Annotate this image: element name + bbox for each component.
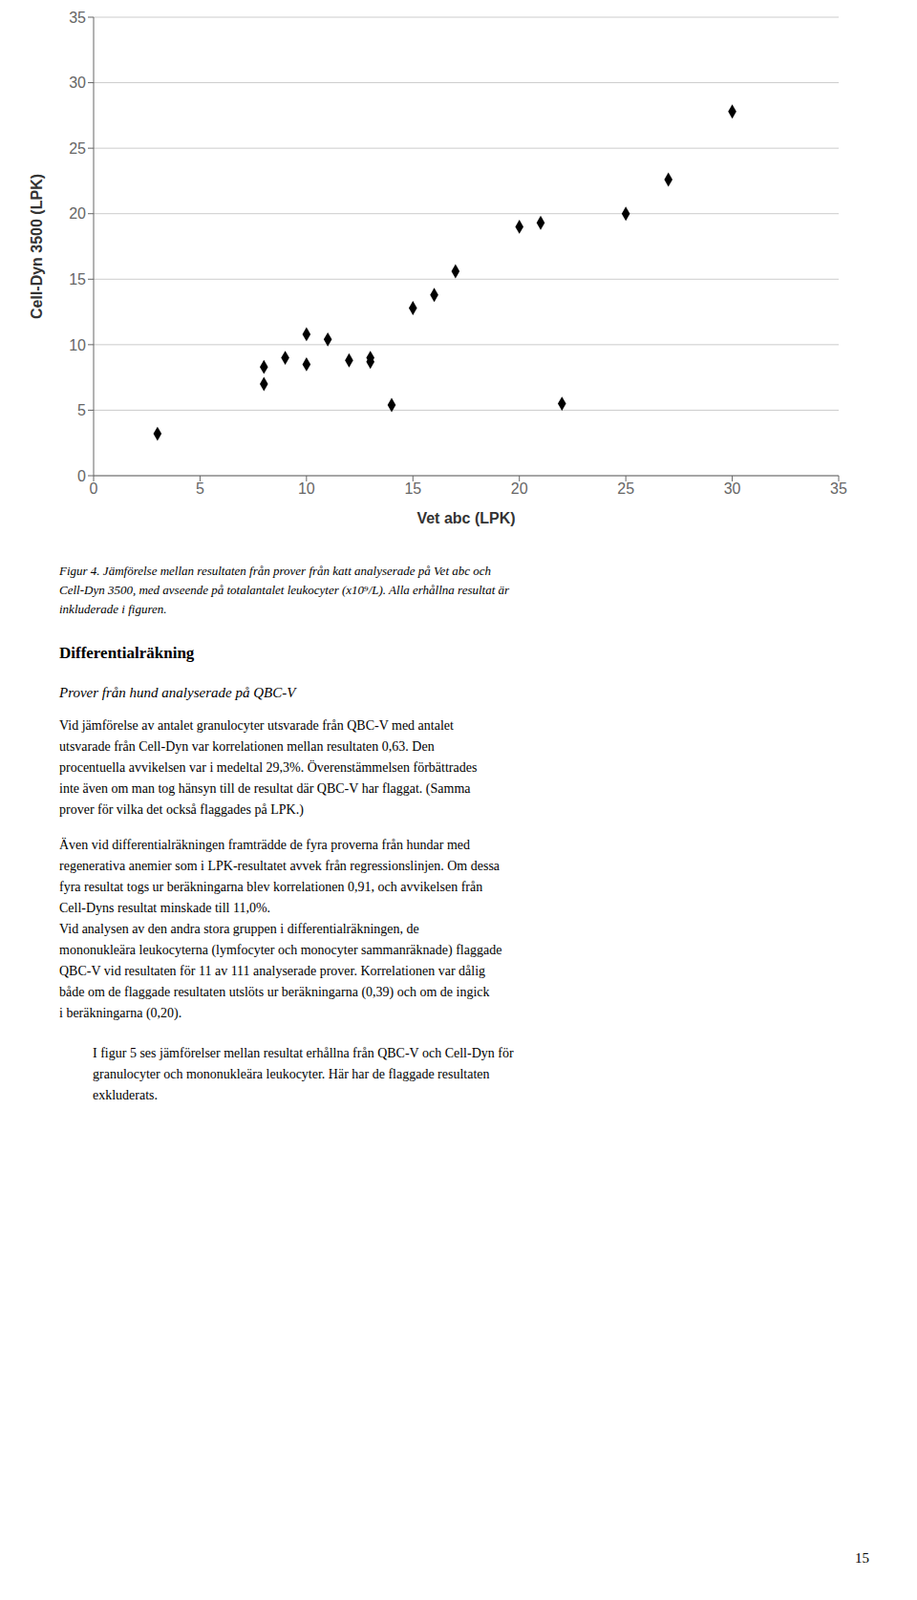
svg-text:Cell-Dyn 3500 (LPK): Cell-Dyn 3500 (LPK)	[28, 173, 45, 320]
svg-text:5: 5	[195, 480, 205, 497]
svg-text:35: 35	[830, 480, 848, 497]
html-text:regenerativa anemier som i LPK: regenerativa anemier som i LPK-resultate…	[59, 858, 500, 874]
html-text:I figur 5 ses jämförelser mell: I figur 5 ses jämförelser mellan resulta…	[92, 1045, 514, 1061]
html-text:prover för vilka det också fla: prover för vilka det också flaggades på …	[59, 802, 304, 817]
html-text:Vid jämförelse av antalet gran: Vid jämförelse av antalet granulocyter u…	[59, 718, 454, 733]
svg-text:15: 15	[404, 480, 422, 497]
svg-text:5: 5	[77, 402, 86, 419]
html-text:både om de flaggade resultaten: både om de flaggade resultaten utslöts u…	[59, 984, 490, 1000]
svg-text:10: 10	[68, 337, 86, 354]
html-text:procentuella avvikelsen var i: procentuella avvikelsen var i medeltal 2…	[59, 760, 477, 775]
svg-text:0: 0	[77, 468, 86, 485]
html-text:granulocyter och mononukleära: granulocyter och mononukleära leukocyter…	[92, 1066, 490, 1082]
svg-text:Vet abc (LPK): Vet abc (LPK)	[416, 510, 515, 527]
svg-text:30: 30	[724, 480, 742, 497]
html-text:Differentialräkning: Differentialräkning	[59, 643, 195, 662]
html-text:utsvarade från Cell-Dyn var ko: utsvarade från Cell-Dyn var korrelatione…	[59, 739, 435, 754]
html-text:Prover från hund analyserade p: Prover från hund analyserade på QBC-V	[59, 684, 296, 701]
html-text:Cell-Dyn 3500, med avseende på: Cell-Dyn 3500, med avseende på totalanta…	[59, 582, 510, 598]
svg-text:10: 10	[298, 480, 316, 497]
html-text:inkluderade i figuren.: inkluderade i figuren.	[59, 601, 167, 617]
svg-text:20: 20	[511, 480, 529, 497]
html-text:exkluderats.: exkluderats.	[92, 1087, 158, 1103]
html-text:Vid analysen av den andra stor: Vid analysen av den andra stora gruppen …	[59, 921, 420, 937]
svg-text:35: 35	[68, 9, 86, 26]
html-text:QBC-V vid resultaten för 11 av: QBC-V vid resultaten för 11 av 111 analy…	[59, 963, 486, 979]
svg-text:30: 30	[68, 74, 86, 91]
html-text:Cell-Dyns resultat minskade ti: Cell-Dyns resultat minskade till 11,0%.	[59, 900, 271, 916]
svg-text:20: 20	[68, 205, 86, 222]
svg-text:25: 25	[68, 140, 86, 157]
svg-text:15: 15	[68, 271, 86, 288]
html-text:inte även om man tog hänsyn ti: inte även om man tog hänsyn till de resu…	[59, 781, 471, 796]
html-text:Även vid differentialräkningen: Även vid differentialräkningen framträdd…	[59, 837, 471, 853]
html-text:Figur 4. Jämförelse mellan res: Figur 4. Jämförelse mellan resultaten fr…	[59, 563, 491, 578]
svg-text:25: 25	[617, 480, 635, 497]
svg-text:0: 0	[89, 480, 99, 497]
html-text:15: 15	[854, 1550, 870, 1566]
html-text:fyra resultat togs ur beräknin: fyra resultat togs ur beräkningarna blev…	[59, 879, 483, 895]
html-text:i beräkningarna (0,20).: i beräkningarna (0,20).	[59, 1005, 182, 1021]
html-text:mononukleära leukocyterna (lym: mononukleära leukocyterna (lymfocyter oc…	[59, 942, 502, 958]
